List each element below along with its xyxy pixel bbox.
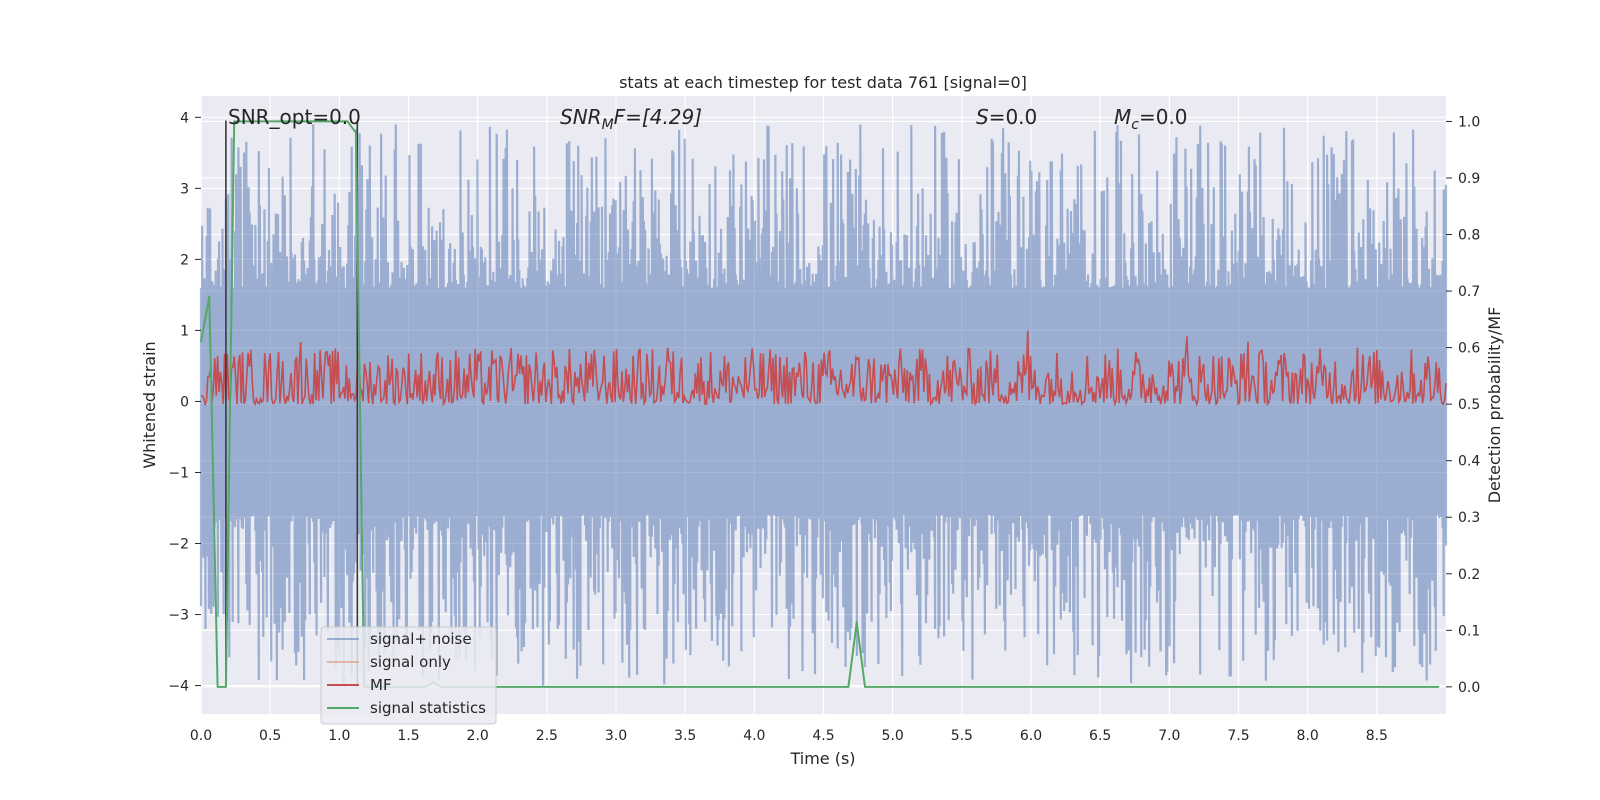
annotation-snr-mf: SNRMF=[4.29] (560, 105, 702, 133)
x-tick-label: 3.5 (674, 728, 696, 744)
y2-tick-label: 0.4 (1458, 454, 1480, 470)
legend-label-signal-statistics: signal statistics (370, 699, 486, 717)
annotation-mc: Mc=0.0 (1114, 105, 1188, 133)
x-tick-label: 6.5 (1089, 728, 1111, 744)
y-tick-label: 1 (180, 323, 189, 339)
y2-tick-label: 0.0 (1458, 680, 1480, 696)
y2-axis-label: Detection probability/MF (1485, 307, 1504, 504)
y2-tick-label: 0.2 (1458, 567, 1480, 583)
y2-tick-label: 0.9 (1458, 171, 1480, 187)
y-tick-label: −1 (168, 465, 189, 481)
y-axis-label: Whitened strain (140, 341, 159, 468)
x-tick-label: 4.0 (743, 728, 765, 744)
x-axis-label: Time (s) (789, 749, 855, 768)
y2-axis-ticks: 1.0 0.9 0.8 0.7 0.6 0.5 0.4 0.3 0.2 0.1 0.0 (1446, 114, 1480, 696)
y2-tick-label: 0.8 (1458, 228, 1480, 244)
x-tick-label: 3.0 (605, 728, 627, 744)
series-mf (201, 330, 1447, 408)
y2-tick-label: 0.5 (1458, 397, 1480, 413)
x-tick-label: 0.0 (190, 728, 212, 744)
x-tick-label: 2.5 (536, 728, 558, 744)
mf-line (201, 330, 1447, 408)
y-tick-label: 0 (180, 394, 189, 410)
y2-tick-label: 1.0 (1458, 114, 1480, 130)
y-tick-label: −4 (168, 679, 189, 695)
y-axis-ticks: 4 3 2 1 0 −1 −2 −3 −4 (168, 110, 201, 695)
x-tick-label: 5.5 (951, 728, 973, 744)
legend-label-signal-noise: signal+ noise (370, 630, 472, 648)
annotation-snr-opt: SNR_opt=0.0 (228, 105, 361, 129)
y-tick-label: −2 (168, 537, 189, 553)
y2-tick-label: 0.6 (1458, 341, 1480, 357)
legend-label-signal-only: signal only (370, 653, 451, 671)
x-tick-label: 2.0 (467, 728, 489, 744)
legend: signal+ noise signal only MF signal stat… (320, 626, 497, 725)
y-tick-label: 3 (180, 181, 189, 197)
x-axis-ticks: 0.0 0.5 1.0 1.5 2.0 2.5 3.0 3.5 4.0 4.5 5.0 5.5 6.0 6… (190, 728, 1388, 744)
y-tick-label: 2 (180, 252, 189, 268)
x-tick-label: 8.0 (1297, 728, 1319, 744)
y-tick-label: −3 (168, 608, 189, 624)
x-tick-label: 6.0 (1020, 728, 1042, 744)
x-tick-label: 1.0 (328, 728, 350, 744)
y2-tick-label: 0.3 (1458, 510, 1480, 526)
x-tick-label: 4.5 (812, 728, 834, 744)
y-tick-label: 4 (180, 110, 189, 126)
x-tick-label: 7.5 (1227, 728, 1249, 744)
x-tick-label: 1.5 (397, 728, 419, 744)
x-tick-label: 0.5 (259, 728, 281, 744)
y2-tick-label: 0.7 (1458, 284, 1480, 300)
x-tick-label: 7.0 (1158, 728, 1180, 744)
y2-tick-label: 0.1 (1458, 623, 1480, 639)
chart-title: stats at each timestep for test data 761… (619, 73, 1027, 92)
x-tick-label: 5.0 (882, 728, 904, 744)
legend-box (320, 626, 497, 725)
x-tick-label: 8.5 (1366, 728, 1388, 744)
legend-label-mf: MF (370, 676, 392, 694)
annotation-s: S=0.0 (976, 105, 1037, 129)
